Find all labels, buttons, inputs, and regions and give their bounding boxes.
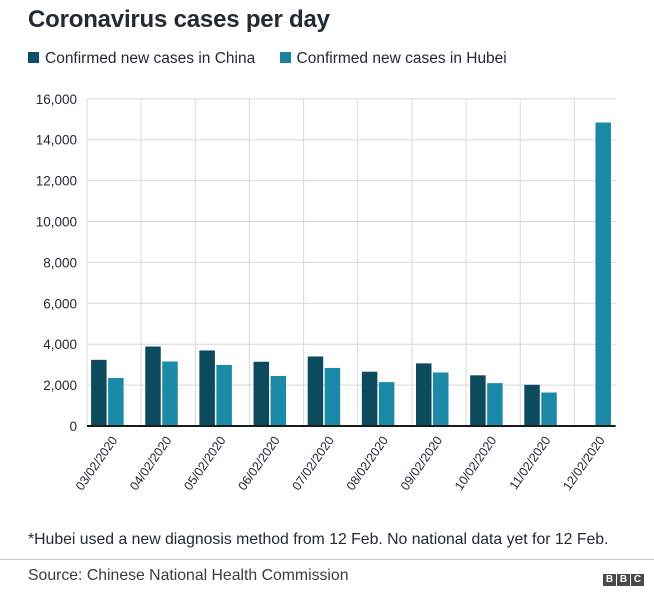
svg-text:06/02/2020: 06/02/2020: [235, 434, 282, 493]
svg-text:10,000: 10,000: [36, 215, 77, 230]
svg-text:6,000: 6,000: [43, 296, 77, 311]
svg-text:8,000: 8,000: [43, 255, 77, 270]
svg-text:2,000: 2,000: [43, 378, 77, 393]
svg-text:10/02/2020: 10/02/2020: [452, 434, 499, 493]
svg-text:04/02/2020: 04/02/2020: [127, 434, 174, 493]
svg-text:03/02/2020: 03/02/2020: [73, 434, 120, 493]
svg-text:07/02/2020: 07/02/2020: [290, 434, 337, 493]
svg-text:09/02/2020: 09/02/2020: [398, 434, 445, 493]
svg-text:14,000: 14,000: [36, 133, 77, 148]
svg-text:11/02/2020: 11/02/2020: [507, 434, 554, 493]
svg-text:12/02/2020: 12/02/2020: [560, 434, 607, 493]
svg-text:05/02/2020: 05/02/2020: [181, 434, 228, 493]
svg-text:4,000: 4,000: [43, 337, 77, 352]
svg-text:0: 0: [69, 419, 77, 434]
svg-text:12,000: 12,000: [36, 174, 77, 189]
svg-text:16,000: 16,000: [36, 92, 77, 107]
svg-text:08/02/2020: 08/02/2020: [344, 434, 391, 493]
